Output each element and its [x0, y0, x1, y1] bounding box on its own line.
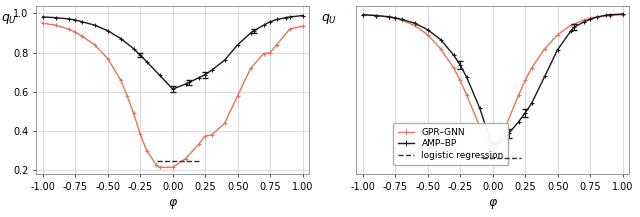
X-axis label: $\varphi$: $\varphi$ [488, 197, 498, 211]
Y-axis label: $q_U$: $q_U$ [1, 12, 17, 26]
Legend: GPR–GNN, AMP–BP, logistic regression: GPR–GNN, AMP–BP, logistic regression [394, 123, 508, 165]
Y-axis label: $q_U$: $q_U$ [321, 12, 337, 26]
X-axis label: $\varphi$: $\varphi$ [168, 197, 178, 211]
